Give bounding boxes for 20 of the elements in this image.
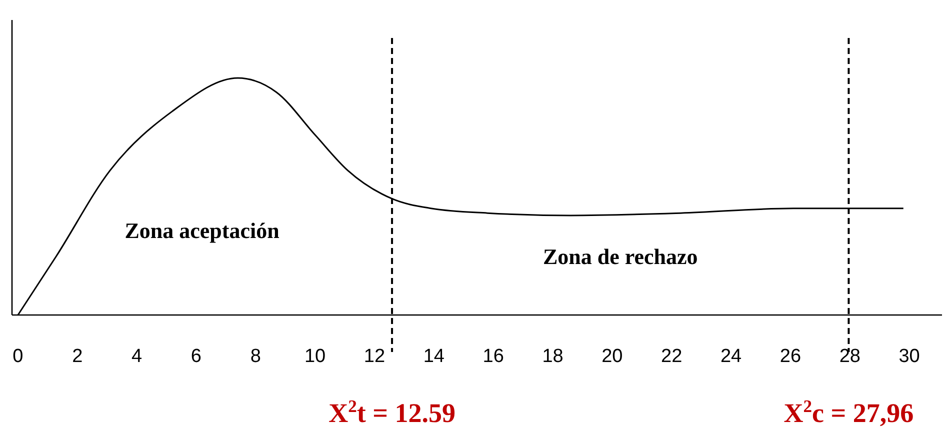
x-tick-label: 16: [482, 346, 504, 367]
ref-line-label: X$^{2}$t = 12.59: [328, 396, 456, 428]
x-tick-label: 26: [780, 346, 802, 367]
x-tick-label: 8: [250, 346, 261, 367]
x-tick-label: 6: [190, 346, 202, 367]
ref-line-label: X$^{2}$c = 27,96: [784, 396, 914, 428]
x-tick-label: 4: [132, 346, 143, 367]
x-tick-label: 10: [304, 346, 326, 367]
annotation: Zona aceptación: [124, 218, 280, 243]
x-tick-label: 24: [720, 346, 742, 367]
x-tick-label: 30: [898, 346, 920, 367]
x-tick-label: 2: [72, 346, 83, 367]
x-tick-label: 28: [839, 346, 860, 367]
x-tick-label: 0: [12, 346, 24, 367]
x-tick-label: 20: [602, 346, 623, 367]
annotation: Zona de rechazo: [542, 244, 698, 269]
x-tick-label: 22: [661, 346, 682, 367]
x-tick-label: 12: [364, 346, 386, 367]
x-tick-label: 14: [423, 346, 445, 367]
x-tick-label: 18: [542, 346, 564, 367]
